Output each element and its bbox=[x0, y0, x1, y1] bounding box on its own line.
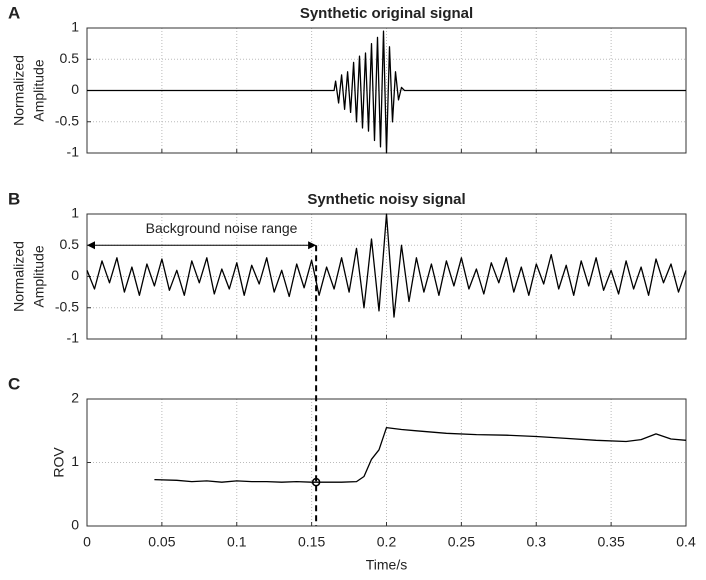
y-tick-label: 2 bbox=[71, 390, 79, 406]
y-tick-label: 0 bbox=[71, 81, 79, 97]
x-tick-label: 0.2 bbox=[377, 534, 397, 550]
signal-line bbox=[86, 213, 687, 318]
panel-label: B bbox=[8, 189, 20, 208]
y-tick-label: 1 bbox=[71, 453, 79, 469]
signal-line bbox=[87, 30, 686, 154]
x-tick-label: 0.1 bbox=[227, 534, 247, 550]
y-tick-label: 1 bbox=[71, 19, 79, 35]
y-tick-label: -1 bbox=[67, 144, 80, 160]
chart-title: Synthetic noisy signal bbox=[307, 191, 465, 208]
y-tick-label: 0.5 bbox=[60, 50, 80, 66]
y-tick-label: 1 bbox=[71, 205, 79, 221]
y-tick-label: -1 bbox=[67, 330, 80, 346]
y-tick-label: -0.5 bbox=[55, 298, 79, 314]
marker bbox=[311, 477, 321, 487]
y-axis-label: Amplitude bbox=[31, 59, 47, 121]
x-tick-label: 0.35 bbox=[598, 534, 625, 550]
signal-line bbox=[154, 426, 687, 483]
x-axis-label: Time/s bbox=[366, 557, 407, 573]
y-axis-label: Normalized bbox=[11, 241, 27, 312]
y-tick-label: 0 bbox=[71, 267, 79, 283]
x-tick-label: 0.25 bbox=[448, 534, 475, 550]
y-axis-label: ROV bbox=[51, 447, 67, 478]
x-tick-label: 0.15 bbox=[298, 534, 325, 550]
axes-box bbox=[86, 398, 687, 527]
x-tick-label: 0.05 bbox=[148, 534, 175, 550]
y-tick-label: -0.5 bbox=[55, 112, 79, 128]
annotation-text: Background noise range bbox=[146, 220, 298, 236]
panel-label: A bbox=[8, 3, 20, 22]
x-tick-label: 0 bbox=[83, 534, 91, 550]
panel-label: C bbox=[8, 374, 20, 393]
chart-title: Synthetic original signal bbox=[300, 5, 473, 22]
y-axis-label: Amplitude bbox=[31, 245, 47, 307]
x-tick-label: 0.4 bbox=[676, 534, 696, 550]
y-tick-label: 0.5 bbox=[60, 236, 80, 252]
y-axis-label: Normalized bbox=[11, 55, 27, 126]
x-tick-label: 0.3 bbox=[527, 534, 547, 550]
y-tick-label: 0 bbox=[71, 517, 79, 533]
